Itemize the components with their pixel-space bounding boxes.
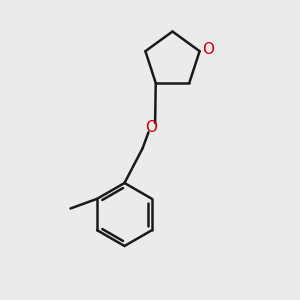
Text: O: O [202,42,214,57]
Text: O: O [146,120,158,135]
